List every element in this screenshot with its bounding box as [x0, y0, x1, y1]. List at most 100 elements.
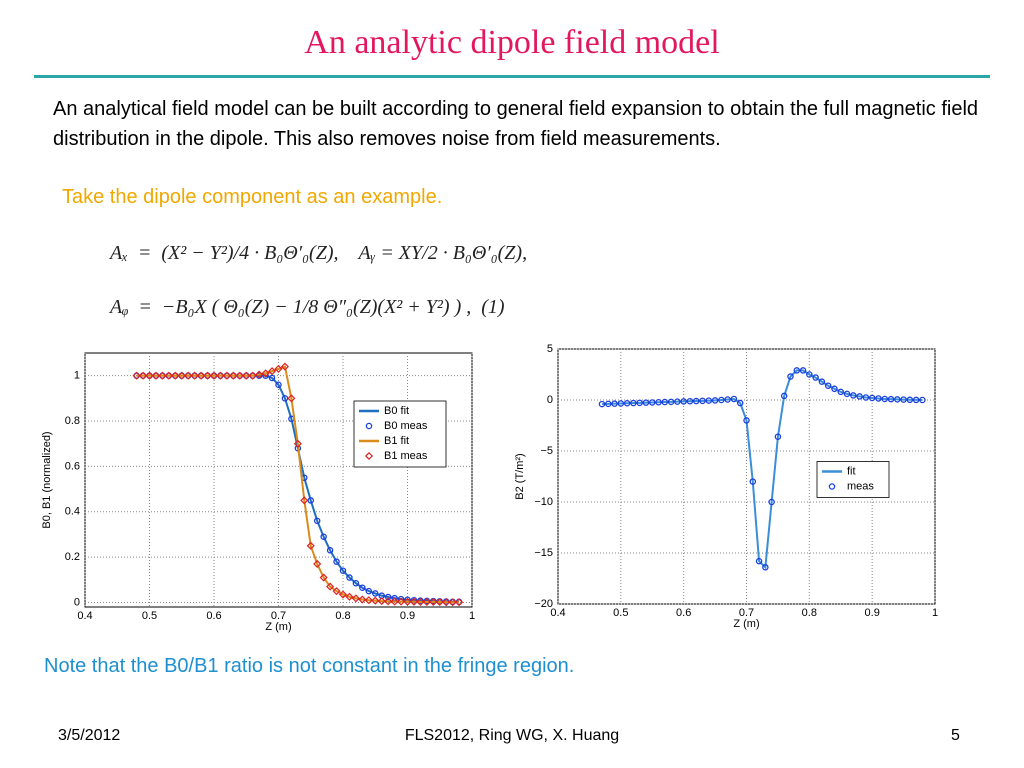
footer-date: 3/5/2012	[58, 727, 121, 744]
footer-page: 5	[951, 727, 960, 744]
marker	[617, 400, 625, 407]
x-tick-label: 0.9	[865, 607, 880, 619]
marker	[900, 396, 907, 403]
marker	[339, 567, 347, 574]
marker	[397, 597, 406, 606]
marker	[912, 396, 920, 404]
legend-label: B1 meas	[384, 450, 428, 462]
marker	[139, 371, 148, 380]
marker	[235, 371, 244, 380]
legend-box	[816, 461, 890, 498]
y-tick-label: −5	[540, 445, 553, 457]
marker	[268, 374, 276, 382]
marker	[197, 371, 206, 380]
marker	[649, 399, 656, 406]
y-tick-label: 0	[547, 394, 553, 406]
marker	[184, 371, 193, 380]
marker	[164, 371, 173, 380]
y-tick-label: 1	[74, 370, 80, 382]
legend-label: meas	[847, 480, 874, 492]
marker	[319, 573, 328, 582]
marker	[371, 596, 380, 605]
legend-label: B0 fit	[384, 405, 409, 417]
marker	[390, 597, 399, 606]
marker	[409, 597, 418, 606]
marker	[255, 370, 264, 379]
marker	[306, 541, 315, 550]
marker	[831, 385, 838, 393]
x-tick-label: 0.8	[335, 610, 350, 622]
marker	[875, 395, 882, 402]
marker	[351, 594, 360, 603]
marker	[674, 398, 681, 405]
legend: fit meas	[816, 461, 890, 498]
x-tick-label: 0.4	[77, 610, 92, 622]
legend-label: B1 fit	[384, 435, 409, 447]
marker	[743, 417, 750, 424]
marker	[171, 371, 180, 380]
marker	[768, 498, 775, 506]
marker	[636, 399, 643, 407]
x-axis-label: Z (m)	[733, 618, 759, 630]
x-tick-label: 0.5	[613, 607, 628, 619]
marker	[229, 371, 238, 380]
marker	[359, 584, 366, 591]
equation: Aₓ = (X² − Y²)/4 · B₀Θ′₀(Z), Aᵧ = XY/2 ·…	[110, 242, 528, 264]
marker	[300, 496, 309, 505]
marker	[611, 400, 618, 407]
marker	[345, 592, 354, 601]
marker	[724, 396, 731, 403]
marker	[686, 397, 694, 405]
marker	[824, 382, 832, 389]
marker	[868, 394, 876, 402]
marker	[422, 597, 431, 607]
marker	[655, 398, 662, 406]
marker	[881, 395, 888, 403]
marker	[787, 373, 794, 380]
marker	[605, 400, 612, 408]
marker	[692, 397, 700, 405]
x-tick-label: 1	[932, 607, 938, 619]
marker	[332, 587, 341, 596]
marker	[711, 397, 719, 404]
marker	[762, 564, 769, 571]
x-tick-label: 0.7	[739, 607, 754, 619]
marker	[667, 398, 675, 406]
y-axis-label: B0, B1 (normalized)	[41, 431, 53, 528]
marker	[630, 399, 637, 407]
marker	[705, 397, 713, 404]
marker	[384, 597, 393, 606]
x-tick-label: 1	[469, 610, 475, 622]
marker	[326, 582, 335, 591]
marker	[287, 394, 296, 403]
fit-line	[136, 365, 460, 604]
marker	[862, 394, 870, 401]
marker	[623, 400, 631, 407]
marker	[377, 597, 386, 606]
marker	[919, 396, 926, 404]
marker	[850, 392, 857, 399]
marker	[209, 371, 219, 380]
highlight: Take the dipole component as an example.	[62, 186, 443, 208]
marker	[442, 598, 451, 607]
marker	[793, 367, 801, 374]
marker	[203, 371, 212, 380]
marker	[661, 398, 669, 406]
x-tick-label: 0.7	[271, 610, 286, 622]
y-tick-label: 0.6	[65, 460, 80, 472]
legend-swatch	[828, 483, 836, 490]
legend-label: B0 meas	[384, 420, 428, 432]
marker	[326, 547, 334, 554]
marker	[338, 590, 348, 599]
marker	[242, 371, 251, 380]
marker	[145, 371, 154, 380]
marker	[894, 396, 901, 403]
marker	[455, 598, 464, 607]
equation: Aᵩ = −B₀X ( Θ₀(Z) − 1/8 Θ″₀(Z)(X² + Y²) …	[110, 296, 505, 318]
marker	[261, 369, 270, 378]
y-tick-label: 5	[547, 343, 553, 355]
marker	[410, 596, 418, 604]
marker	[151, 371, 160, 380]
y-tick-label: −10	[534, 496, 553, 508]
